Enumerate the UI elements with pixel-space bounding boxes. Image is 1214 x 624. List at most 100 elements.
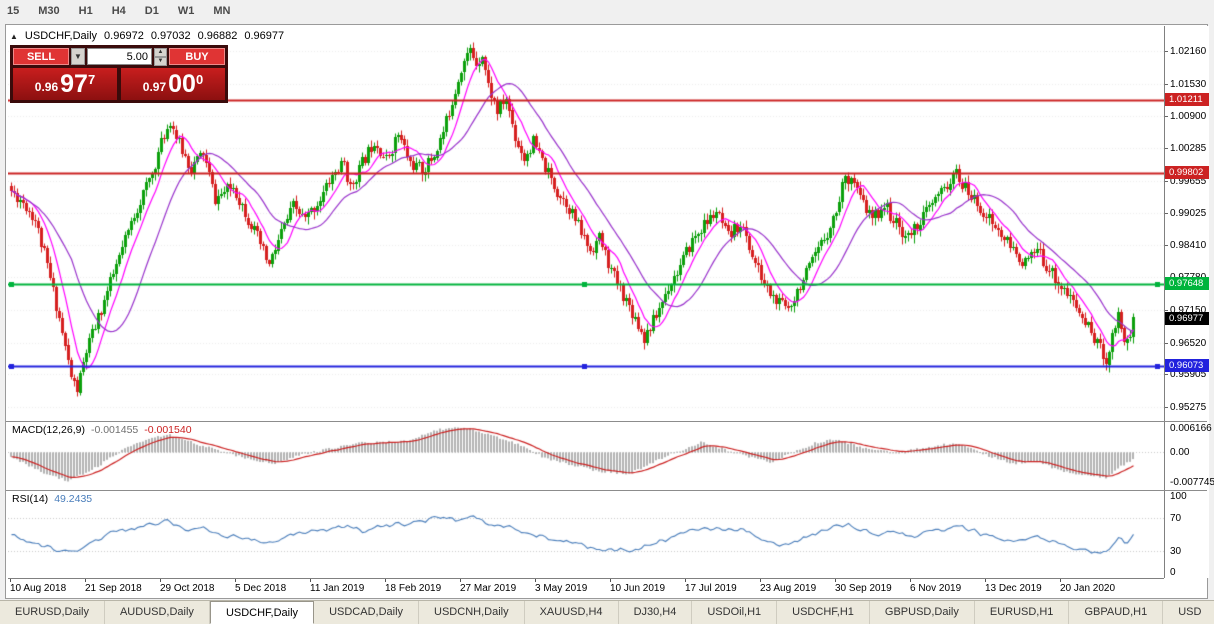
time-axis-label: 23 Aug 2019 (760, 583, 817, 594)
price-axis-tick: 0.95275 (1170, 401, 1207, 413)
price-axis-tickmark (1165, 343, 1168, 344)
timeframe-button-W1[interactable]: W1 (177, 5, 195, 17)
ask-big-digits: 00 (168, 70, 196, 98)
time-axis-tickmark (460, 579, 461, 582)
time-axis-label: 3 May 2019 (535, 583, 588, 594)
timeframe-button-H4[interactable]: H4 (111, 5, 126, 17)
price-axis-tick: 0.95905 (1170, 369, 1207, 381)
bid-price-button[interactable]: 0.96 97 7 (13, 68, 117, 100)
lot-spin-up-icon[interactable]: ▲ (154, 48, 167, 57)
time-axis-label: 5 Dec 2018 (235, 583, 287, 594)
chart-tab-xauusd-h4[interactable]: XAUUSD,H4 (525, 601, 619, 624)
trade-panel-toggle-icon[interactable]: ▲ (10, 31, 18, 41)
time-axis-label: 6 Nov 2019 (910, 583, 962, 594)
bid-pip-digit: 7 (87, 71, 96, 87)
macd-axis-label: -0.007745 (1170, 477, 1214, 488)
price-axis-tickmark (1165, 407, 1168, 408)
price-axis[interactable]: 1.02160 1.01530 1.00900 1.00285 0.99655 0.990… (1164, 26, 1214, 578)
ask-pip-digit: 0 (195, 71, 204, 87)
ohlc-close: 0.96977 (244, 30, 285, 42)
chart-tab-eurusd-h1[interactable]: EURUSD,H1 (975, 601, 1070, 624)
timeframe-button-H1[interactable]: H1 (78, 5, 93, 17)
timeframe-button-15[interactable]: 15 (7, 5, 20, 17)
time-axis-label: 11 Jan 2019 (310, 583, 365, 594)
chart-tab-usdchf-h1[interactable]: USDCHF,H1 (777, 601, 870, 624)
price-axis-tickmark (1165, 181, 1168, 182)
time-axis-tickmark (685, 579, 686, 582)
lot-spin-down-icon[interactable]: ▼ (154, 57, 167, 66)
macd-axis-label: 0.00 (1170, 447, 1190, 459)
rsi-indicator-label: RSI(14) 49.2435 (12, 493, 92, 505)
lot-dropdown-button[interactable]: ▼ (71, 48, 85, 65)
price-axis-tick: 0.99025 (1170, 208, 1207, 220)
timeframe-toolbar: 15 M30 H1 H4 D1 W1 MN (2, 0, 233, 22)
chart-tab-usdcad-daily[interactable]: USDCAD,Daily (314, 601, 420, 624)
price-axis-tick: 0.96520 (1170, 337, 1207, 349)
lot-size-input[interactable] (87, 48, 152, 65)
price-axis-tickmark (1165, 310, 1168, 311)
rsi-axis-label: 0 (1170, 567, 1176, 578)
buy-button[interactable]: BUY (169, 48, 225, 65)
time-axis-tickmark (10, 579, 11, 582)
hline-price-tag: 1.01211 (1165, 93, 1209, 107)
chart-tab-dj30-h4[interactable]: DJ30,H4 (619, 601, 693, 624)
time-axis-label: 18 Feb 2019 (385, 583, 442, 594)
timeframe-button-D1[interactable]: D1 (144, 5, 159, 17)
price-axis-tick: 1.00900 (1170, 111, 1207, 123)
lot-spinner: ▲ ▼ (154, 48, 167, 66)
time-axis-label: 17 Jul 2019 (685, 583, 737, 594)
price-axis-tick: 0.99655 (1170, 175, 1207, 187)
price-axis-tick: 0.98410 (1170, 239, 1207, 251)
time-axis-tickmark (310, 579, 311, 582)
panel-divider-macd[interactable] (6, 421, 1207, 422)
bid-prefix: 0.96 (34, 80, 59, 94)
chart-tab-gbpusd-daily[interactable]: GBPUSD,Daily (870, 601, 975, 624)
hline-price-tag: 0.96073 (1165, 358, 1209, 372)
time-axis-tickmark (760, 579, 761, 582)
chart-tab-usd[interactable]: USD (1163, 601, 1214, 624)
chart-tab-eurusd-daily[interactable]: EURUSD,Daily (0, 601, 105, 624)
macd-indicator-label: MACD(12,26,9) -0.001455 -0.001540 (12, 424, 192, 436)
time-axis-tickmark (910, 579, 911, 582)
macd-name: MACD(12,26,9) (12, 424, 85, 436)
ask-price-button[interactable]: 0.97 00 0 (121, 68, 225, 100)
ohlc-open: 0.96972 (104, 30, 144, 42)
ohlc-high: 0.97032 (150, 30, 191, 42)
sell-button[interactable]: SELL (13, 48, 69, 65)
price-axis-tickmark (1165, 245, 1168, 246)
timeframe-button-MN[interactable]: MN (213, 5, 231, 17)
time-axis-tickmark (835, 579, 836, 582)
panel-divider-rsi[interactable] (6, 490, 1207, 491)
chart-ohlc-title: ▲ USDCHF,Daily 0.96972 0.97032 0.96882 0… (10, 30, 284, 42)
time-axis-tickmark (1060, 579, 1061, 582)
time-axis-label: 21 Sep 2018 (85, 583, 142, 594)
time-axis[interactable]: 10 Aug 2018 21 Sep 2018 29 Oct 2018 5 Dec 2… (8, 578, 1164, 598)
price-axis-tick: 1.01530 (1170, 78, 1207, 90)
chart-tab-gbpaud-h1[interactable]: GBPAUD,H1 (1069, 601, 1164, 624)
bid-big-digits: 97 (60, 70, 88, 98)
chart-symbol-label: USDCHF,Daily (24, 30, 98, 42)
hline-price-tag: 0.97648 (1165, 277, 1209, 291)
price-axis-tick: 1.02160 (1170, 46, 1207, 58)
current-price-tag: 0.96977 (1165, 311, 1209, 325)
chart-tab-usdchf-daily[interactable]: USDCHF,Daily (209, 601, 315, 624)
chart-tab-usdoil-h1[interactable]: USDOil,H1 (692, 601, 778, 624)
chart-plot-area[interactable] (8, 26, 1164, 578)
macd-signal-value: -0.001540 (144, 424, 192, 436)
chart-tab-usdcnh-daily[interactable]: USDCNH,Daily (419, 601, 525, 624)
price-axis-tick: 0.97150 (1170, 304, 1207, 316)
time-axis-tickmark (985, 579, 986, 582)
time-axis-label: 10 Jun 2019 (610, 583, 666, 594)
time-axis-label: 13 Dec 2019 (985, 583, 1042, 594)
chart-tab-audusd-daily[interactable]: AUDUSD,Daily (105, 601, 210, 624)
time-axis-tickmark (235, 579, 236, 582)
macd-axis-label: 0.006166 (1170, 423, 1212, 434)
timeframe-button-M30[interactable]: M30 (38, 5, 60, 17)
price-axis-tickmark (1165, 116, 1168, 117)
time-axis-tickmark (535, 579, 536, 582)
time-axis-tickmark (385, 579, 386, 582)
rsi-axis-label: 100 (1170, 491, 1187, 502)
rsi-axis-label: 70 (1170, 512, 1182, 524)
time-axis-tickmark (610, 579, 611, 582)
